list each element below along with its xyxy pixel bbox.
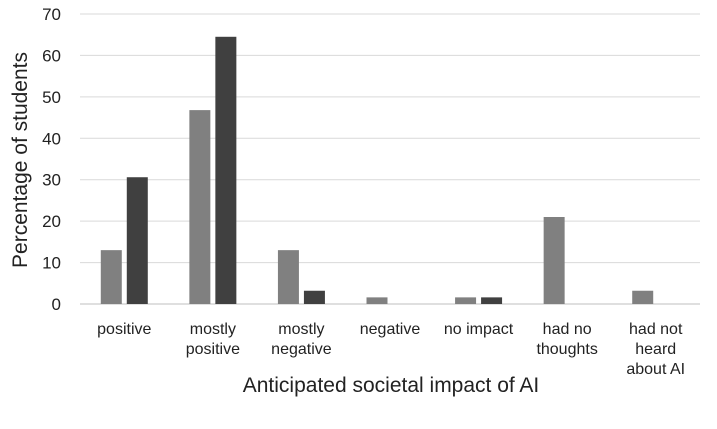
y-tick-label: 60: [42, 46, 61, 65]
x-tick-labels: positive mostly positive mostly negative nega…: [97, 321, 685, 378]
y-tick-label: 70: [42, 5, 61, 24]
y-tick-label: 0: [52, 295, 61, 314]
bar: [481, 297, 503, 304]
bar: [100, 250, 122, 304]
y-tick-labels: 0 10 20 30 40 50 60 70: [42, 5, 61, 314]
bar: [366, 297, 388, 304]
bar: [277, 250, 299, 304]
bar: [189, 110, 211, 304]
x-tick-label: negative: [360, 321, 421, 338]
bar: [455, 297, 477, 304]
y-axis-title: Percentage of students: [9, 52, 32, 268]
x-tick-label: positive: [97, 321, 151, 338]
bars: [100, 36, 654, 305]
x-tick-label: mostly positive: [186, 321, 240, 358]
bar: [215, 36, 237, 305]
y-tick-label: 20: [42, 212, 61, 231]
y-tick-label: 40: [42, 129, 61, 148]
y-tick-label: 50: [42, 88, 61, 107]
bar: [543, 217, 565, 304]
y-tick-label: 30: [42, 171, 61, 190]
gridlines: [80, 13, 700, 305]
x-tick-label: no impact: [444, 321, 514, 338]
x-tick-label: mostly negative: [271, 321, 332, 358]
x-tick-label: had no thoughts: [536, 321, 597, 358]
bar: [126, 177, 148, 304]
x-tick-label: had not heard about AI: [626, 321, 685, 378]
bar: [303, 290, 325, 304]
x-axis-title: Anticipated societal impact of AI: [243, 374, 540, 397]
y-tick-label: 10: [42, 254, 61, 273]
bar: [632, 290, 654, 304]
